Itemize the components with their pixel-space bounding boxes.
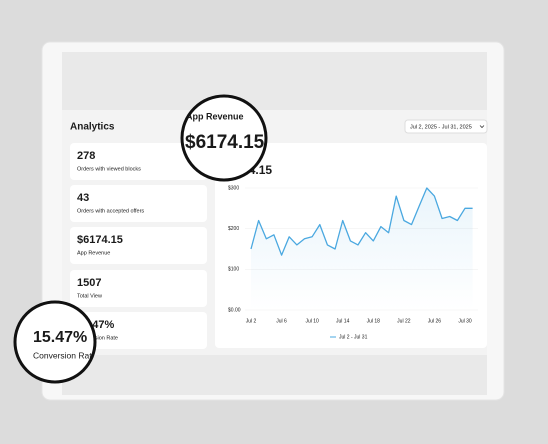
stat-label: Orders with viewed blocks (77, 166, 141, 172)
y-tick-label: $100 (228, 267, 239, 273)
chevron (479, 125, 485, 129)
x-tick-label: Jul 30 (458, 318, 472, 324)
page-title: Analytics (70, 122, 115, 133)
stat-card (70, 185, 207, 222)
x-tick-label: Jul 10 (305, 318, 319, 324)
x-tick-label: Jul 18 (367, 318, 381, 324)
stat-card (70, 143, 207, 180)
stat-label: Total View (77, 293, 102, 299)
y-tick-label: $0.00 (228, 307, 241, 313)
top-banner (62, 52, 487, 110)
legend-label: Jul 2 - Jul 31 (339, 334, 368, 340)
magnified-value: $6174.15 (185, 132, 265, 153)
stat-card (70, 312, 207, 349)
date-range[interactable]: Jul 2, 2025 - Jul 31, 2025 (410, 124, 472, 130)
y-tick-label: $200 (228, 226, 239, 232)
y-tick-label: $300 (228, 185, 239, 191)
x-tick-label: Jul 22 (397, 318, 411, 324)
x-tick-label: Jul 14 (336, 318, 350, 324)
stat-card (70, 227, 207, 264)
stat-card (70, 270, 207, 307)
magnifier-content: App Revenue $6174.15 (185, 111, 265, 153)
line (250, 187, 473, 256)
magnifier (13, 300, 97, 384)
stat-value: 1507 (77, 277, 101, 289)
stat-label: App Revenue (77, 250, 110, 256)
bottom-banner (62, 355, 487, 395)
x-tick-label: Jul 26 (428, 318, 442, 324)
magnified-label: Conversion Rate (33, 350, 97, 360)
magnified-value: 15.47% (33, 329, 87, 346)
stat-label: Conversion Rate (77, 335, 118, 341)
magnifier (180, 94, 268, 182)
magnifier-content: 15.47% Conversion Rate (33, 329, 97, 360)
x-tick-label: Jul 2 (246, 318, 257, 324)
date-picker[interactable] (404, 119, 488, 134)
stat-label: Orders with accepted offers (77, 208, 144, 214)
x-tick-label: Jul 6 (276, 318, 287, 324)
stat-value: $6174.15 (77, 234, 123, 246)
stat-value: 43 (77, 192, 89, 204)
stat-value: 278 (77, 150, 95, 162)
area (251, 188, 473, 310)
magnified-label: App Revenue (186, 111, 244, 121)
